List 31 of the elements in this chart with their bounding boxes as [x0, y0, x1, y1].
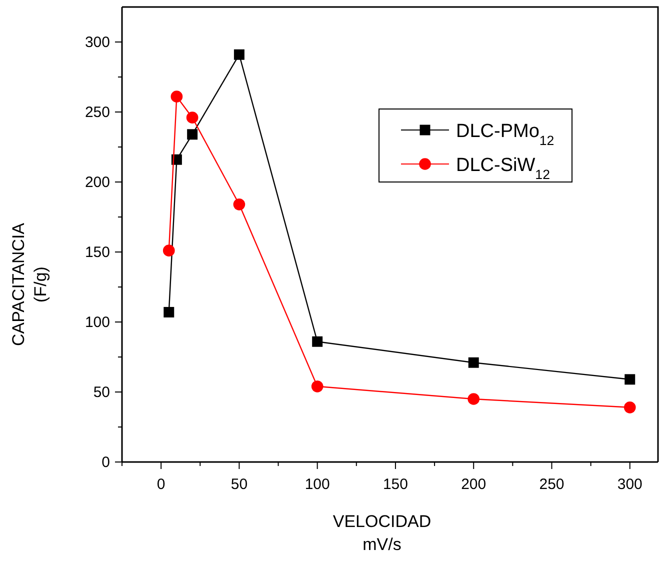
y-tick-label: 150 [84, 244, 110, 261]
point [164, 306, 174, 318]
legend-label: DLC-PMo$_{12}$ [456, 121, 554, 148]
x-tick-label: 300 [617, 476, 642, 493]
point [312, 336, 323, 347]
y-tick-label: 0 [102, 454, 110, 471]
y-tick-label: 250 [84, 104, 110, 121]
y-tick-label: 200 [84, 174, 110, 191]
y-tick-label: 100 [84, 314, 110, 331]
x-tick-label: 200 [461, 476, 486, 493]
point [468, 393, 480, 405]
point [234, 49, 244, 60]
point [624, 401, 636, 414]
y-tick-label: 50 [93, 384, 110, 401]
x-tick-label: 50 [230, 476, 248, 493]
point [233, 198, 246, 210]
x-tick-label: 150 [382, 476, 408, 493]
x-tick-label: 250 [539, 476, 564, 493]
point [170, 90, 183, 103]
point [468, 357, 479, 368]
point [162, 244, 175, 257]
point [186, 112, 198, 124]
point [624, 374, 636, 385]
legend-label: DLC-SiW$_{12}$ [456, 155, 550, 182]
point [311, 380, 324, 392]
point [187, 129, 198, 140]
x-axis-title: VELOCIDAD mV/s [332, 512, 432, 554]
x-tick-label: 100 [304, 476, 330, 493]
y-axis-title: CAPACITANCIA (F/g) [9, 222, 50, 346]
y-tick-label: 300 [84, 34, 110, 51]
x-tick-label: 0 [156, 476, 166, 493]
